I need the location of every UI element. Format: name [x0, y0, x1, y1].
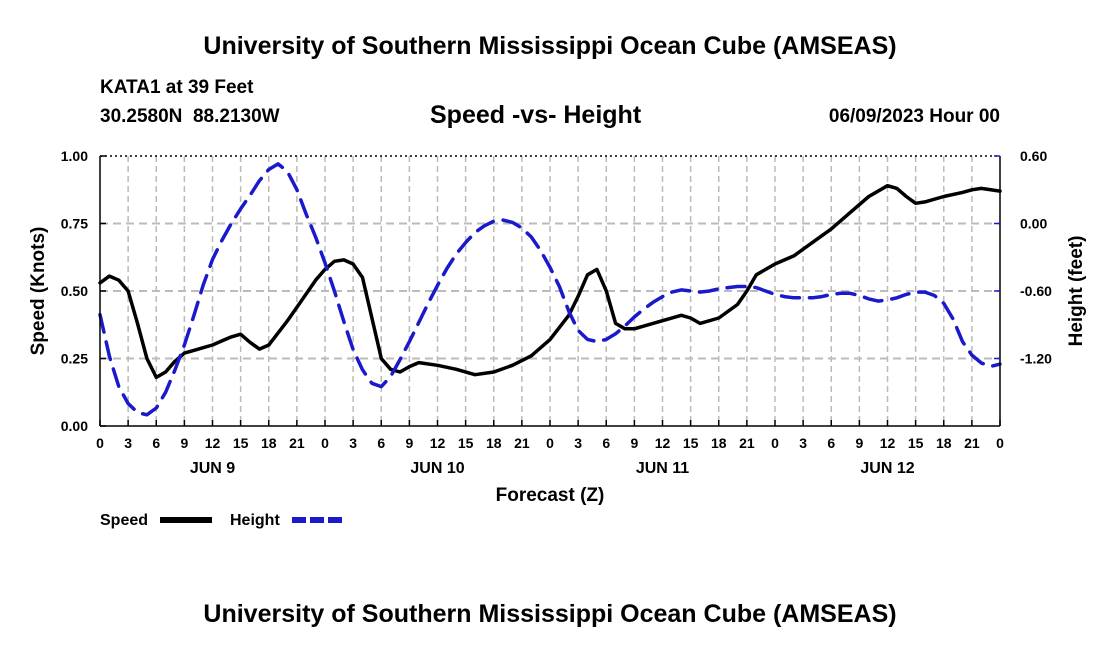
x-tick-label: 21 [964, 435, 980, 451]
y-tick-label: 0.25 [61, 351, 88, 367]
y2-tick-label: 0.60 [1020, 148, 1047, 164]
x-tick-label: 12 [655, 435, 671, 451]
y2-tick-label: 0.00 [1020, 216, 1047, 232]
day-label: JUN 12 [860, 460, 914, 477]
x-tick-label: 6 [827, 435, 835, 451]
x-tick-label: 0 [321, 435, 329, 451]
x-tick-label: 12 [880, 435, 896, 451]
x-tick-label: 6 [377, 435, 385, 451]
y-tick-label: 1.00 [61, 148, 88, 164]
x-tick-label: 21 [739, 435, 755, 451]
x-tick-label: 0 [96, 435, 104, 451]
x-tick-label: 18 [936, 435, 952, 451]
series-lines [98, 162, 1002, 417]
x-tick-label: 21 [289, 435, 305, 451]
x-tick-label: 9 [405, 435, 413, 451]
y2-axis-label: Height (feet) [1066, 236, 1087, 347]
y-axis-label: Speed (Knots) [28, 227, 49, 356]
footer-title: University of Southern Mississippi Ocean… [203, 600, 897, 628]
x-tick-label: 3 [574, 435, 582, 451]
axes: 0 3 6 9 12 15 18 21 0 3 6 9 12 15 18 21 0 3 6 9 12 15 18 21 0 3 6 9… [28, 148, 1087, 529]
day-label: JUN 9 [190, 460, 235, 477]
x-tick-label: 15 [458, 435, 474, 451]
grid-lines [100, 156, 1000, 426]
y2-tick-label: -0.60 [1020, 283, 1052, 299]
x-tick-label: 6 [152, 435, 160, 451]
x-tick-label: 0 [996, 435, 1004, 451]
legend-label-speed: Speed [100, 512, 148, 529]
legend-label-height: Height [230, 512, 280, 529]
speed-series-line [98, 183, 1002, 380]
x-tick-label: 6 [602, 435, 610, 451]
x-tick-label: 21 [514, 435, 530, 451]
x-tick-label: 0 [771, 435, 779, 451]
x-tick-label: 3 [124, 435, 132, 451]
chart-title: Speed -vs- Height [430, 101, 642, 129]
station-label: KATA1 at 39 Feet [100, 77, 254, 98]
x-tick-label: 9 [630, 435, 638, 451]
x-tick-label: 12 [205, 435, 221, 451]
day-label: JUN 11 [636, 460, 689, 477]
y-tick-label: 0.75 [61, 216, 88, 232]
y-tick-label: 0.00 [61, 418, 88, 434]
x-tick-label: 15 [683, 435, 699, 451]
x-tick-label: 18 [486, 435, 502, 451]
x-tick-label: 15 [908, 435, 924, 451]
x-tick-label: 3 [799, 435, 807, 451]
height-series-line [98, 162, 1002, 417]
x-tick-label: 18 [261, 435, 277, 451]
x-tick-label: 9 [180, 435, 188, 451]
day-label: JUN 10 [410, 460, 464, 477]
legend: Speed Height [100, 512, 342, 529]
x-tick-label: 3 [349, 435, 357, 451]
x-tick-label: 0 [546, 435, 554, 451]
x-tick-label: 15 [233, 435, 249, 451]
coordinates-label: 30.2580N 88.2130W [100, 106, 280, 127]
page-title: University of Southern Mississippi Ocean… [203, 32, 897, 60]
x-tick-label: 9 [855, 435, 863, 451]
x-tick-label: 18 [711, 435, 727, 451]
x-axis-label: Forecast (Z) [496, 485, 605, 506]
y-tick-label: 0.50 [61, 283, 88, 299]
x-tick-label: 12 [430, 435, 446, 451]
y2-tick-label: -1.20 [1020, 351, 1052, 367]
forecast-date: 06/09/2023 Hour 00 [828, 106, 1000, 127]
